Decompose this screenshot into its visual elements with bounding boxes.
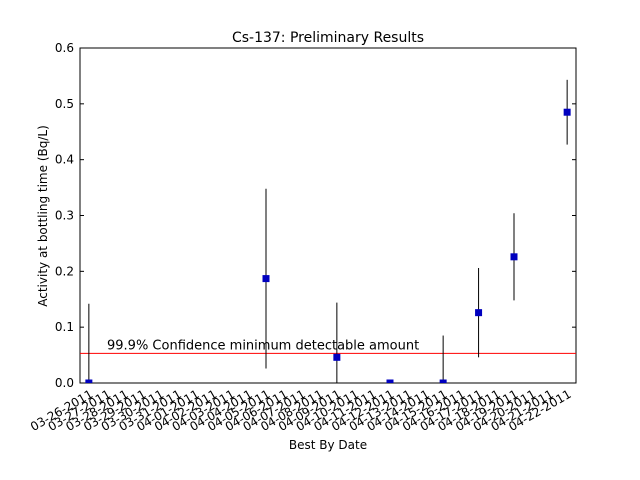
data-point	[333, 353, 341, 361]
chart-title: Cs-137: Preliminary Results	[232, 30, 424, 46]
y-tick-label: 0.1	[55, 320, 74, 334]
data-point	[262, 275, 270, 283]
data-point	[85, 379, 93, 383]
y-tick-label: 0.3	[55, 209, 74, 223]
data-point	[510, 253, 518, 261]
threshold-label: 99.9% Confidence minimum detectable amou…	[107, 338, 419, 353]
y-tick-label: 0.6	[55, 41, 74, 55]
x-axis-label: Best By Date	[289, 438, 367, 452]
y-tick-label: 0.0	[55, 376, 74, 390]
y-tick-label: 0.5	[55, 97, 74, 111]
y-tick-label: 0.2	[55, 264, 74, 278]
data-point	[563, 108, 571, 116]
plot-frame	[79, 47, 577, 384]
y-axis-label: Activity at bottling time (Bq/L)	[36, 125, 50, 307]
data-point	[386, 379, 394, 383]
data-point	[475, 309, 483, 317]
plot-area	[80, 79, 576, 383]
y-tick-label: 0.4	[55, 153, 74, 167]
data-point	[439, 379, 447, 383]
